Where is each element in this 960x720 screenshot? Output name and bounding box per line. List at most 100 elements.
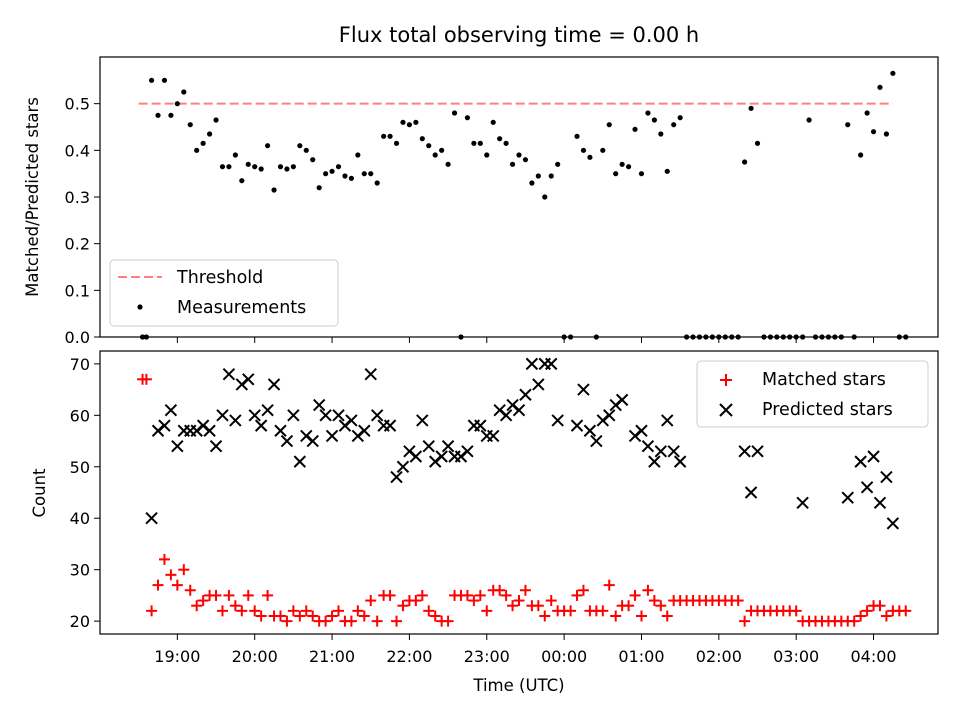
measurement-point <box>754 140 761 146</box>
predicted-star-point <box>396 460 410 473</box>
predicted-star-point <box>242 373 255 386</box>
measurement-point <box>155 112 161 118</box>
bottom-x-tick-label: 02:00 <box>696 647 742 666</box>
measurement-point <box>297 143 303 149</box>
matched-star-point <box>880 610 892 622</box>
matched-star-point <box>655 600 667 612</box>
predicted-star-point <box>390 470 403 484</box>
predicted-star-point <box>209 439 223 453</box>
matched-star-point <box>262 589 274 601</box>
predicted-star-point <box>590 434 603 448</box>
measurement-point <box>890 70 896 76</box>
predicted-star-point <box>487 429 500 443</box>
measurement-point <box>671 122 677 128</box>
top-y-axis-label: Matched/Predicted stars <box>23 97 42 297</box>
predicted-star-point <box>860 481 874 494</box>
predicted-star-point <box>603 409 616 422</box>
measurement-point <box>219 164 226 170</box>
measurement-point <box>464 115 471 121</box>
matched-star-point <box>249 605 261 617</box>
matched-star-point <box>300 605 312 617</box>
matched-star-point <box>197 595 209 607</box>
matched-star-point <box>577 584 589 596</box>
predicted-star-point <box>867 450 880 463</box>
bottom-x-tick-label: 21:00 <box>309 647 355 666</box>
matched-star-point <box>623 600 635 612</box>
bottom-y-tick-label: 30 <box>70 561 90 580</box>
measurement-point <box>277 164 284 170</box>
predicted-star-point <box>532 378 545 391</box>
measurement-point <box>619 161 625 167</box>
top-y-tick-label: 0.2 <box>65 235 90 254</box>
matched-star-point <box>281 615 293 627</box>
predicted-star-point <box>441 439 455 453</box>
measurement-point <box>864 110 870 116</box>
predicted-star-point <box>229 414 242 427</box>
measurement-point <box>284 166 290 172</box>
predicted-star-point <box>164 403 178 417</box>
top-y-tick-label: 0.1 <box>65 281 90 300</box>
measurement-point <box>651 117 657 123</box>
top-legend-box <box>109 259 339 327</box>
measurement-point <box>632 126 638 132</box>
matched-star-point <box>642 584 654 596</box>
measurement-point <box>200 140 206 146</box>
matched-star-point <box>242 589 254 601</box>
matched-star-point <box>571 589 583 601</box>
measurement-point <box>252 164 258 170</box>
predicted-star-point <box>306 434 319 448</box>
matched-star-point <box>191 600 203 612</box>
predicted-star-point <box>345 414 358 427</box>
measurement-point <box>271 187 277 193</box>
measurement-point <box>883 131 890 137</box>
predicted-star-point <box>422 439 435 453</box>
matched-star-point <box>539 610 551 622</box>
matched-star-point <box>603 579 615 591</box>
measurement-point <box>245 161 251 167</box>
top-y-ticks: 0.0 0.1 0.2 0.3 0.4 0.5 <box>65 95 100 347</box>
matched-star-point <box>481 605 493 617</box>
bottom-y-axis-label: Count <box>30 468 49 518</box>
measurement-point <box>439 147 445 153</box>
bottom-x-tick-label: 23:00 <box>464 647 510 666</box>
matched-star-point <box>178 564 190 576</box>
matched-star-point <box>635 610 647 622</box>
matched-star-point <box>184 584 196 596</box>
predicted-star-point <box>577 383 590 396</box>
matched-star-point <box>287 605 299 617</box>
predicted-star-point <box>615 393 629 407</box>
matched-star-point <box>900 605 912 617</box>
bottom-y-tick-label: 60 <box>70 406 90 425</box>
measurement-point <box>426 143 432 149</box>
matched-star-point <box>507 600 519 612</box>
matched-star-point <box>229 600 241 612</box>
predicted-star-point <box>648 455 661 468</box>
predicted-star-point <box>222 367 236 381</box>
matched-star-point <box>294 610 306 622</box>
measurement-point <box>497 136 503 142</box>
matched-star-point <box>274 610 286 622</box>
bottom-x-tick-label: 03:00 <box>773 647 819 666</box>
measurement-point <box>258 166 264 172</box>
predicted-star-point <box>203 424 216 437</box>
predicted-star-point <box>158 419 171 432</box>
matched-star-point <box>326 610 338 622</box>
measurement-point <box>406 122 413 128</box>
predicted-star-point <box>873 496 887 509</box>
bottom-y-tick-label: 70 <box>70 355 90 374</box>
predicted-star-point <box>667 445 680 458</box>
matched-star-point <box>371 615 383 627</box>
bottom-x-ticks: 19:00 20:00 21:00 22:00 23:00 00:00 01:00 02:00… <box>154 634 897 666</box>
predicted-star-point <box>370 409 384 422</box>
bottom-x-axis-label: Time (UTC) <box>472 676 564 695</box>
measurement-point <box>509 161 516 167</box>
predicted-star-point <box>654 445 668 458</box>
predicted-star-point <box>738 445 751 458</box>
measurement-point <box>542 194 548 200</box>
bottom-y-ticks: 20 30 40 50 60 70 <box>70 355 100 631</box>
predicted-star-point <box>364 367 377 381</box>
predicted-star-point <box>461 445 474 458</box>
measurement-point <box>400 119 406 125</box>
matched-star-point <box>855 610 867 622</box>
